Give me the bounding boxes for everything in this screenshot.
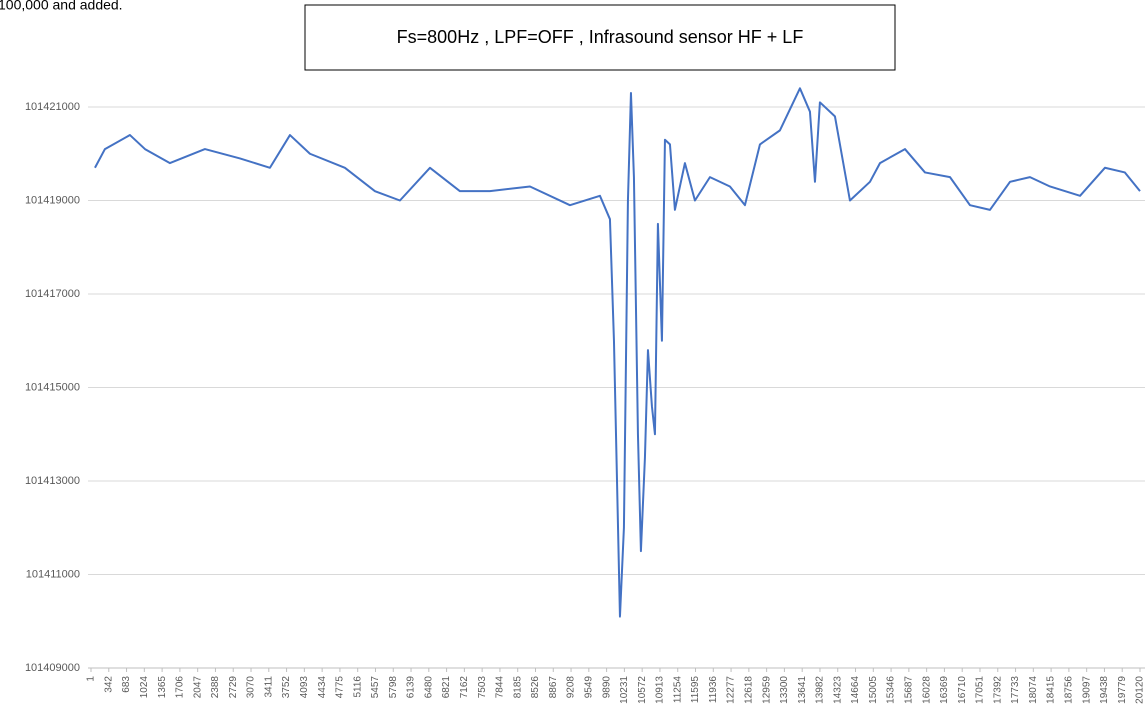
x-tick-label: 14664 xyxy=(850,676,861,704)
x-tick-label: 19097 xyxy=(1081,676,1092,704)
x-tick-label: 5457 xyxy=(370,676,381,699)
x-tick-label: 17733 xyxy=(1010,676,1021,704)
data-line xyxy=(94,87,1141,618)
x-tick-label: 16369 xyxy=(939,676,950,704)
x-tick-label: 2047 xyxy=(192,676,203,699)
x-tick-label: 2729 xyxy=(228,676,239,699)
x-tick-label: 11254 xyxy=(672,676,683,704)
x-tick-label: 13300 xyxy=(779,676,790,704)
x-tick-label: 1365 xyxy=(157,676,168,699)
y-tick-label: 101415000 xyxy=(25,381,80,393)
x-tick-label: 16710 xyxy=(957,676,968,704)
y-tick-label: 101411000 xyxy=(26,568,80,580)
x-tick-label: 16028 xyxy=(921,676,932,704)
x-tick-label: 19779 xyxy=(1117,676,1128,704)
y-tick-label: 101409000 xyxy=(25,662,80,674)
x-tick-label: 12618 xyxy=(743,676,754,704)
x-tick-label: 8526 xyxy=(530,676,541,699)
x-tick-label: 8867 xyxy=(548,676,559,699)
x-tick-label: 6480 xyxy=(423,676,434,699)
x-tick-label: 18756 xyxy=(1064,676,1075,704)
x-tick-label: 18415 xyxy=(1046,676,1057,704)
note: 100,000 and added. xyxy=(0,0,123,13)
x-tick-label: 18074 xyxy=(1028,676,1039,704)
x-tick-label: 683 xyxy=(121,676,132,693)
x-tick-label: 2388 xyxy=(210,676,221,699)
x-tick-label: 17051 xyxy=(975,676,986,704)
x-tick-label: 14323 xyxy=(832,676,843,704)
chart-title: Fs=800Hz , LPF=OFF , Infrasound sensor H… xyxy=(397,27,804,47)
x-tick-label: 1706 xyxy=(175,676,186,699)
x-tick-label: 10572 xyxy=(637,676,648,704)
x-tick-label: 4093 xyxy=(299,676,310,699)
x-tick-label: 15005 xyxy=(868,676,879,704)
x-tick-label: 7162 xyxy=(459,676,470,699)
x-tick-label: 5116 xyxy=(352,676,363,698)
x-tick-label: 11936 xyxy=(708,676,719,704)
x-tick-label: 3411 xyxy=(263,676,274,698)
y-tick-label: 101421000 xyxy=(25,101,80,113)
x-tick-label: 3752 xyxy=(281,676,292,699)
x-tick-label: 9890 xyxy=(601,676,612,699)
x-tick-label: 13982 xyxy=(815,676,826,704)
x-tick-label: 4434 xyxy=(317,676,328,699)
x-tick-label: 13641 xyxy=(797,676,808,704)
x-tick-label: 7844 xyxy=(495,676,506,699)
x-tick-label: 10231 xyxy=(619,676,630,704)
x-tick-label: 12277 xyxy=(726,676,737,704)
x-tick-label: 20120 xyxy=(1135,676,1145,704)
x-tick-label: 6821 xyxy=(441,676,452,699)
x-tick-label: 10913 xyxy=(655,676,666,704)
x-tick-label: 3070 xyxy=(246,676,257,699)
x-tick-label: 17392 xyxy=(992,676,1003,704)
x-tick-label: 1 xyxy=(86,676,97,682)
x-tick-label: 19438 xyxy=(1099,676,1110,704)
title-box xyxy=(304,4,896,71)
x-tick-label: 9549 xyxy=(583,676,594,699)
x-tick-label: 6139 xyxy=(406,676,417,699)
x-tick-label: 5798 xyxy=(388,676,399,699)
x-tick-label: 11595 xyxy=(690,676,701,704)
y-tick-label: 101417000 xyxy=(25,288,80,300)
x-tick-label: 1024 xyxy=(139,676,150,699)
x-tick-label: 342 xyxy=(103,676,114,693)
x-tick-label: 12959 xyxy=(761,676,772,704)
y-tick-label: 101419000 xyxy=(25,194,80,206)
x-tick-label: 7503 xyxy=(477,676,488,699)
x-tick-label: 8185 xyxy=(512,676,523,699)
x-tick-label: 9208 xyxy=(566,676,577,699)
x-tick-label: 4775 xyxy=(335,676,346,699)
x-tick-label: 15346 xyxy=(886,676,897,704)
x-tick-label: 15687 xyxy=(904,676,915,704)
y-tick-label: 101413000 xyxy=(25,475,80,487)
